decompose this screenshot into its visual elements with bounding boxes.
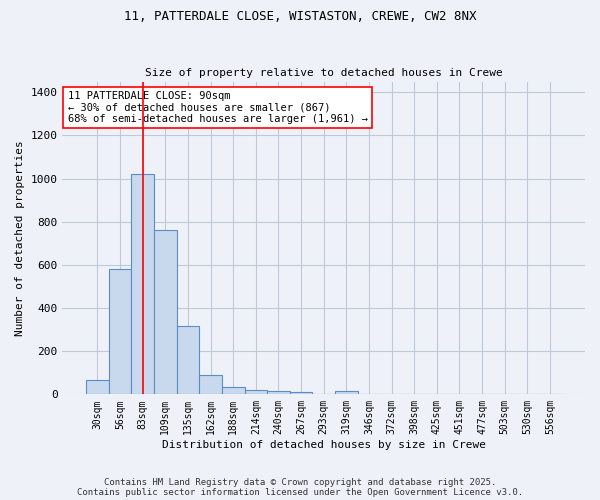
- Text: Contains HM Land Registry data © Crown copyright and database right 2025.
Contai: Contains HM Land Registry data © Crown c…: [77, 478, 523, 497]
- Bar: [335, 391, 358, 394]
- Bar: [290, 392, 313, 394]
- Text: 11 PATTERDALE CLOSE: 90sqm
← 30% of detached houses are smaller (867)
68% of sem: 11 PATTERDALE CLOSE: 90sqm ← 30% of deta…: [68, 91, 368, 124]
- Text: 11, PATTERDALE CLOSE, WISTASTON, CREWE, CW2 8NX: 11, PATTERDALE CLOSE, WISTASTON, CREWE, …: [124, 10, 476, 23]
- Bar: [245, 390, 267, 394]
- Bar: [131, 174, 154, 394]
- X-axis label: Distribution of detached houses by size in Crewe: Distribution of detached houses by size …: [162, 440, 486, 450]
- Title: Size of property relative to detached houses in Crewe: Size of property relative to detached ho…: [145, 68, 503, 78]
- Bar: [154, 230, 176, 394]
- Bar: [176, 326, 199, 394]
- Bar: [109, 269, 131, 394]
- Bar: [267, 391, 290, 394]
- Y-axis label: Number of detached properties: Number of detached properties: [15, 140, 25, 336]
- Bar: [86, 380, 109, 394]
- Bar: [222, 387, 245, 394]
- Bar: [199, 375, 222, 394]
